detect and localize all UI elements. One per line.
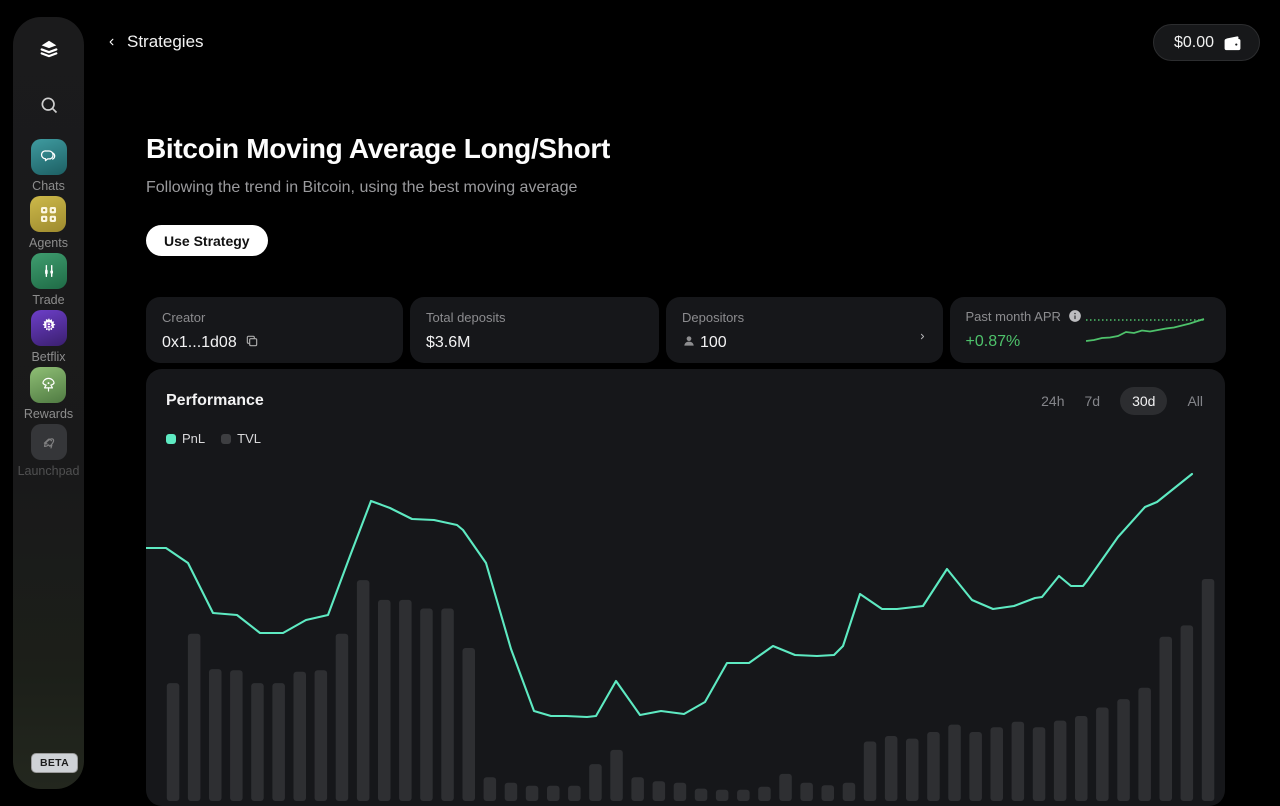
svg-text:B: B <box>45 321 51 331</box>
